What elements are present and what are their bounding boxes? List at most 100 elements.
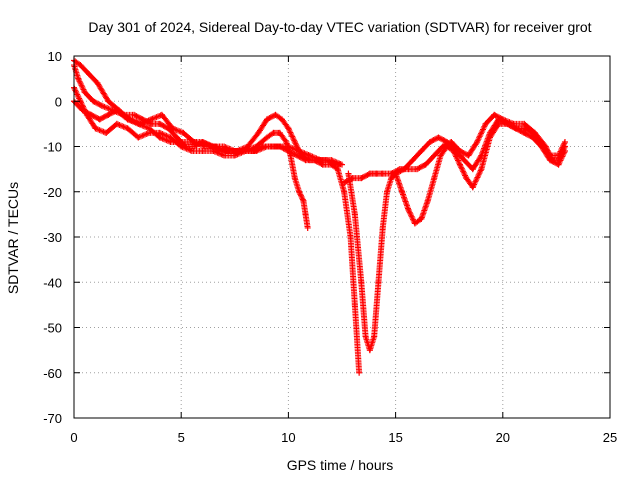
- data-point: [263, 143, 270, 150]
- data-point: [538, 143, 545, 150]
- data-point: [302, 211, 309, 218]
- data-point: [561, 148, 568, 155]
- data-point: [79, 107, 86, 114]
- data-point: [512, 125, 519, 132]
- data-point: [180, 129, 187, 136]
- y-tick-label: 10: [48, 49, 62, 64]
- data-point: [304, 224, 311, 231]
- data-point: [287, 152, 294, 159]
- data-point: [242, 148, 249, 155]
- data-point: [169, 125, 176, 132]
- data-point: [463, 175, 470, 182]
- data-point: [379, 224, 386, 231]
- data-point: [231, 148, 238, 155]
- data-point: [399, 188, 406, 195]
- data-point: [253, 148, 260, 155]
- data-point: [88, 111, 95, 118]
- data-point: [561, 138, 568, 145]
- data-point: [272, 111, 279, 118]
- data-point: [148, 116, 155, 123]
- axis-ticks: [73, 55, 611, 419]
- x-tick-label: 15: [388, 430, 402, 445]
- data-point: [491, 111, 498, 118]
- data-point: [274, 143, 281, 150]
- y-tick-label: 0: [55, 94, 62, 109]
- data-point: [276, 129, 283, 136]
- data-point: [135, 120, 142, 127]
- x-tick-label: 25: [603, 430, 617, 445]
- data-point: [285, 143, 292, 150]
- data-point: [388, 175, 395, 182]
- data-point: [529, 134, 536, 141]
- data-point: [306, 152, 313, 159]
- data-point: [341, 179, 348, 186]
- y-tick-label: -40: [43, 275, 62, 290]
- data-point: [418, 148, 425, 155]
- y-tick-label: -10: [43, 140, 62, 155]
- data-point: [373, 170, 380, 177]
- data-point: [409, 157, 416, 164]
- data-point: [178, 138, 185, 145]
- data-point: [124, 125, 131, 132]
- data-point: [450, 148, 457, 155]
- x-tick-label: 10: [281, 430, 295, 445]
- y-tick-label: -20: [43, 185, 62, 200]
- data-point: [469, 166, 476, 173]
- data-point: [426, 138, 433, 145]
- x-axis-tick-labels: 0 5 10 15 20 25: [70, 430, 617, 445]
- data-point: [263, 134, 270, 141]
- data-point: [356, 369, 363, 376]
- chart-title: Day 301 of 2024, Sidereal Day-to-day VTE…: [88, 19, 591, 35]
- data-point: [113, 107, 120, 114]
- data-point: [158, 111, 165, 118]
- y-axis-label: SDTVAR / TECUs: [5, 182, 21, 294]
- series-track-4: [71, 98, 345, 168]
- data-point: [270, 129, 277, 136]
- data-point: [113, 120, 120, 127]
- x-tick-label: 20: [496, 430, 510, 445]
- data-point: [444, 143, 451, 150]
- data-point: [555, 161, 562, 168]
- data-point: [424, 197, 431, 204]
- data-point: [278, 116, 285, 123]
- data-point: [437, 152, 444, 159]
- data-point: [469, 184, 476, 191]
- data-point: [401, 166, 408, 173]
- data-point: [351, 211, 358, 218]
- data-point: [414, 166, 421, 173]
- data-point: [486, 134, 493, 141]
- data-point: [435, 134, 442, 141]
- data-point: [339, 161, 345, 168]
- data-point: [96, 116, 103, 123]
- data-point: [392, 170, 399, 177]
- data-point: [296, 188, 303, 195]
- data-point: [296, 148, 303, 155]
- data-point: [504, 120, 511, 127]
- data-point: [103, 129, 110, 136]
- x-tick-label: 0: [70, 430, 77, 445]
- data-point: [86, 71, 93, 78]
- data-point: [345, 170, 352, 177]
- data-point: [221, 143, 228, 150]
- data-point: [465, 152, 472, 159]
- data-point: [341, 188, 348, 195]
- data-point: [358, 279, 365, 286]
- data-point: [456, 161, 463, 168]
- data-point: [291, 175, 298, 182]
- data-point: [546, 157, 553, 164]
- data-point: [146, 125, 153, 132]
- data-point: [366, 347, 373, 354]
- data-point: [431, 175, 438, 182]
- data-point: [221, 152, 228, 159]
- data-point: [358, 175, 365, 182]
- data-point: [366, 170, 373, 177]
- data-point: [77, 62, 84, 69]
- data-point: [244, 143, 251, 150]
- data-point: [291, 138, 298, 145]
- x-axis-label: GPS time / hours: [287, 457, 394, 473]
- data-point: [317, 157, 324, 164]
- y-tick-label: -70: [43, 411, 62, 426]
- data-point: [210, 143, 217, 150]
